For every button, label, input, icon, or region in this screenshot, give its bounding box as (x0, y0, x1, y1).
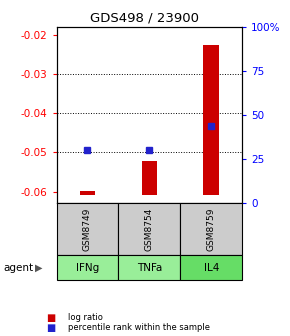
Text: ▶: ▶ (35, 263, 43, 272)
Text: ■: ■ (46, 323, 56, 333)
Text: GSM8749: GSM8749 (83, 208, 92, 251)
Text: GSM8759: GSM8759 (207, 208, 216, 251)
Bar (204, 45, 219, 195)
Text: IL4: IL4 (204, 263, 219, 272)
Text: ■: ■ (46, 312, 56, 323)
Text: TNFa: TNFa (137, 263, 162, 272)
Text: GDS498 / 23900: GDS498 / 23900 (90, 12, 200, 25)
Text: log ratio: log ratio (68, 313, 103, 322)
Text: agent: agent (3, 263, 33, 272)
Bar (80, 191, 95, 195)
Text: GSM8754: GSM8754 (145, 208, 154, 251)
Text: percentile rank within the sample: percentile rank within the sample (68, 323, 210, 332)
Text: IFNg: IFNg (76, 263, 99, 272)
Bar (142, 161, 157, 195)
